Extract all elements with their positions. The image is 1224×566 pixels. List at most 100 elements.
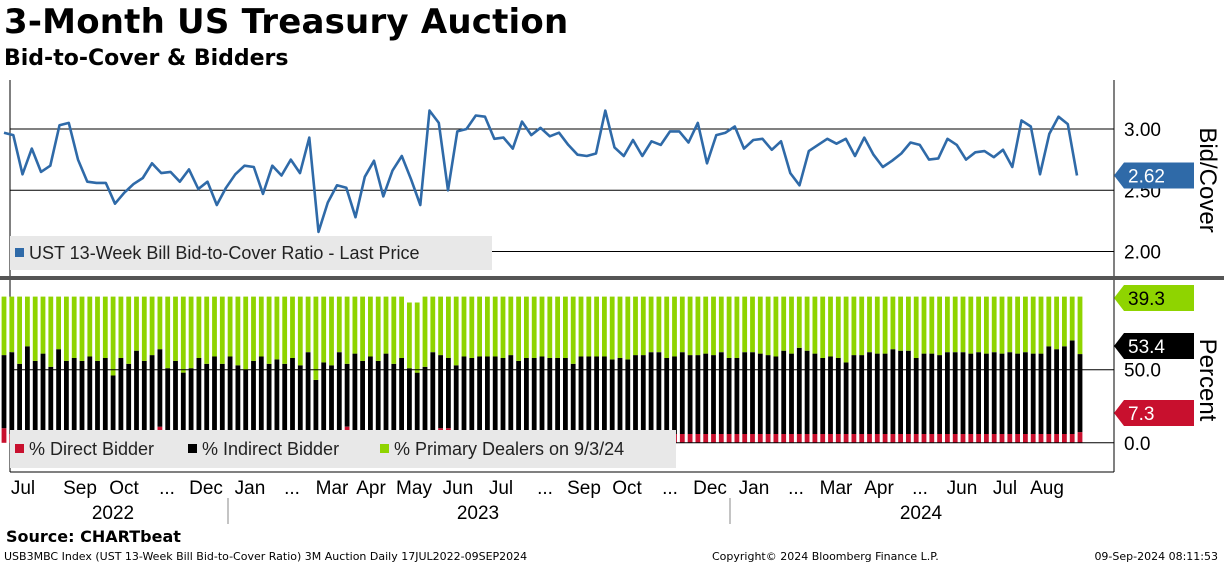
bar-primary	[188, 296, 194, 369]
bar-primary	[843, 296, 849, 363]
bar-indirect	[87, 356, 93, 434]
bar-indirect	[508, 355, 514, 434]
bar-direct	[687, 434, 693, 443]
bar-indirect	[102, 358, 108, 434]
bar-indirect	[414, 372, 420, 434]
bar-indirect	[718, 352, 724, 434]
bar-primary	[555, 296, 560, 358]
bar-indirect	[274, 359, 280, 434]
bar-indirect	[687, 355, 693, 434]
bar-indirect	[227, 356, 233, 434]
bar-primary	[726, 296, 732, 358]
bar-direct	[867, 434, 872, 443]
top-legend-label: UST 13-Week Bill Bid-to-Cover Ratio - La…	[29, 243, 419, 263]
source-note: Source: CHARTbeat	[6, 527, 181, 546]
bar-indirect	[664, 358, 670, 434]
bar-indirect	[531, 358, 537, 434]
bar-primary	[56, 296, 61, 350]
bar-primary	[32, 296, 38, 361]
bar-primary	[40, 296, 46, 354]
bar-indirect	[375, 360, 381, 434]
bar-direct	[1015, 434, 1020, 443]
bar-primary	[1, 296, 7, 356]
bar-indirect	[1023, 352, 1028, 434]
bar-primary	[321, 296, 327, 363]
bar-indirect	[898, 350, 903, 434]
bar-indirect	[243, 369, 249, 434]
bar-indirect	[859, 355, 865, 434]
bar-direct	[921, 434, 927, 443]
bar-indirect	[399, 358, 404, 434]
bar-direct	[882, 434, 888, 443]
bar-indirect	[625, 359, 631, 434]
bar-indirect	[1046, 346, 1052, 434]
legend-swatch-direct	[15, 444, 24, 453]
bar-direct	[929, 434, 935, 443]
bar-indirect	[40, 353, 46, 434]
bar-primary	[789, 296, 794, 354]
bar-indirect	[95, 360, 100, 434]
bar-indirect	[640, 355, 646, 434]
bar-indirect	[874, 353, 880, 434]
bar-indirect	[71, 358, 77, 434]
bar-direct	[913, 434, 919, 443]
bar-primary	[867, 296, 872, 353]
bar-indirect	[539, 356, 545, 434]
bar-indirect	[64, 360, 69, 434]
x-month-label: Jul	[489, 478, 513, 499]
badge-indirect: 53.4	[1114, 333, 1194, 359]
bar-primary	[835, 296, 841, 358]
bar-primary	[407, 302, 412, 369]
top-legend-box	[10, 236, 492, 270]
bar-indirect	[789, 353, 794, 434]
bar-primary	[422, 296, 428, 367]
bar-primary	[648, 296, 654, 353]
bar-indirect	[812, 353, 818, 434]
bar-primary	[602, 296, 607, 357]
bar-primary	[235, 296, 241, 366]
bar-indirect	[594, 356, 599, 434]
x-month-label: Jun	[443, 478, 474, 499]
bar-primary	[1030, 296, 1036, 354]
bar-primary	[290, 296, 295, 358]
bar-indirect	[461, 356, 467, 434]
bar-indirect	[828, 356, 833, 434]
bar-direct	[703, 434, 709, 443]
x-month-label: Jan	[235, 478, 266, 499]
bar-indirect	[1007, 352, 1013, 434]
bar-indirect	[56, 349, 61, 434]
badge-direct-value: 7.3	[1128, 404, 1154, 425]
bar-primary	[438, 296, 443, 356]
bar-primary	[1038, 296, 1044, 354]
bar-primary	[539, 296, 545, 357]
stacked-bars	[1, 296, 1083, 443]
bar-direct	[757, 434, 763, 443]
x-month-label: ...	[912, 478, 928, 499]
bar-primary	[477, 296, 482, 357]
bar-primary	[126, 296, 132, 364]
bar-indirect	[1015, 353, 1020, 434]
bottom-y-axis-label: Percent	[1194, 339, 1221, 422]
bar-indirect	[835, 358, 841, 434]
bar-primary	[750, 296, 755, 353]
bar-primary	[586, 296, 592, 357]
bar-indirect	[438, 355, 443, 429]
bid-to-cover-line-group	[3, 109, 1079, 234]
bar-primary	[524, 296, 529, 358]
x-month-label: Jun	[947, 478, 978, 499]
bar-indirect	[796, 347, 802, 434]
bar-indirect	[765, 355, 771, 434]
bar-indirect	[141, 360, 147, 434]
bar-indirect	[851, 355, 857, 434]
bar-indirect	[500, 358, 506, 434]
badge-indirect-value: 53.4	[1128, 337, 1165, 358]
x-month-label: Jul	[11, 478, 35, 499]
bar-primary	[383, 296, 389, 354]
badge-direct-shape	[1114, 400, 1194, 426]
bar-primary	[1046, 296, 1052, 347]
x-axis-year-labels: 2022 2023 2024	[92, 503, 943, 524]
badge-bid-to-cover: 2.62	[1114, 162, 1194, 189]
bottom-y-tick-label: 0.0	[1124, 434, 1150, 455]
bar-indirect	[134, 350, 139, 434]
